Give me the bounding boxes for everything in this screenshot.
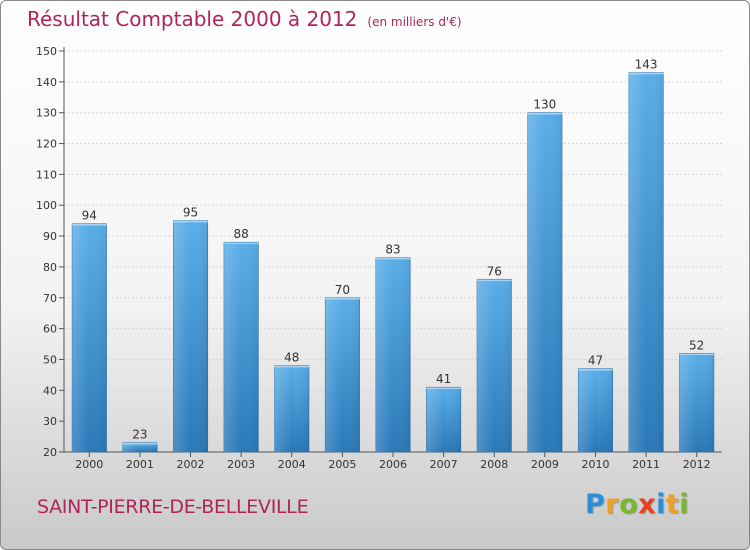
x-tick-label: 2005	[328, 458, 356, 471]
logo-letter: r	[605, 489, 620, 520]
bar-shine	[223, 242, 259, 452]
x-tick-label: 2010	[581, 458, 609, 471]
bar-shine	[375, 257, 411, 452]
value-label: 52	[689, 338, 704, 352]
y-tick-label: 60	[43, 323, 57, 336]
value-label: 76	[487, 264, 502, 278]
logo-letter: t	[665, 489, 680, 520]
bar-shine	[274, 365, 309, 452]
town-name: SAINT-PIERRE-DE-BELLEVILLE	[37, 496, 309, 518]
bar-shine	[578, 368, 613, 452]
labels: 20 30 40 50 60 70 80 90 100 110 120 130 140 150 94 2000…	[36, 45, 711, 471]
bar-shine	[426, 387, 461, 452]
x-tick-label: 2002	[177, 458, 205, 471]
y-tick-label: 40	[43, 384, 57, 397]
y-tick-label: 150	[36, 45, 57, 58]
x-tick-label: 2004	[278, 458, 306, 471]
chart-title-text: Résultat Comptable 2000 à 2012	[27, 7, 358, 31]
chart-title: Résultat Comptable 2000 à 2012 (en millie…	[27, 7, 462, 31]
x-tick-label: 2006	[379, 458, 407, 471]
logo-letter: x	[638, 489, 657, 520]
y-tick-label: 70	[43, 292, 57, 305]
value-label: 23	[132, 428, 147, 442]
y-tick-label: 140	[36, 76, 57, 89]
bar-shine	[173, 220, 208, 452]
bar-shine	[477, 279, 512, 452]
y-tick-label: 50	[43, 353, 57, 366]
value-label: 94	[82, 209, 97, 223]
y-tick-label: 80	[43, 261, 57, 274]
bar-shine	[325, 297, 360, 452]
x-tick-label: 2003	[227, 458, 255, 471]
y-tick-label: 110	[36, 168, 57, 181]
value-label: 95	[183, 206, 198, 220]
value-label: 83	[385, 243, 400, 257]
bar-shine	[527, 112, 563, 452]
value-label: 88	[234, 227, 249, 241]
proxiti-logo: Proxiti	[585, 489, 689, 520]
bar-shine	[72, 223, 107, 452]
bars	[71, 72, 715, 453]
logo-letter: i	[679, 489, 690, 520]
logo-letter: P	[585, 489, 606, 520]
chart-subtitle: (en milliers d'€)	[367, 15, 462, 29]
y-tick-label: 30	[43, 415, 57, 428]
x-tick-label: 2001	[126, 458, 154, 471]
x-tick-label: 2011	[632, 458, 660, 471]
x-tick-label: 2008	[480, 458, 508, 471]
y-tick-label: 100	[36, 199, 57, 212]
y-tick-label: 130	[36, 107, 57, 120]
value-label: 48	[284, 351, 299, 365]
logo-letter: o	[619, 489, 639, 520]
bar-shine	[628, 72, 664, 452]
bar-shine	[122, 442, 158, 452]
value-label: 143	[635, 58, 658, 72]
x-tick-label: 2007	[430, 458, 458, 471]
value-label: 70	[335, 283, 350, 297]
y-tick-label: 90	[43, 230, 57, 243]
value-label: 41	[436, 372, 451, 386]
y-tick-label: 20	[43, 446, 57, 459]
value-label: 130	[533, 98, 556, 112]
x-tick-label: 2000	[75, 458, 103, 471]
x-tick-label: 2009	[531, 458, 559, 471]
x-tick-label: 2012	[683, 458, 711, 471]
value-label: 47	[588, 354, 603, 368]
y-tick-label: 120	[36, 138, 57, 151]
logo-letter: i	[656, 489, 666, 520]
bar-shine	[679, 353, 714, 452]
